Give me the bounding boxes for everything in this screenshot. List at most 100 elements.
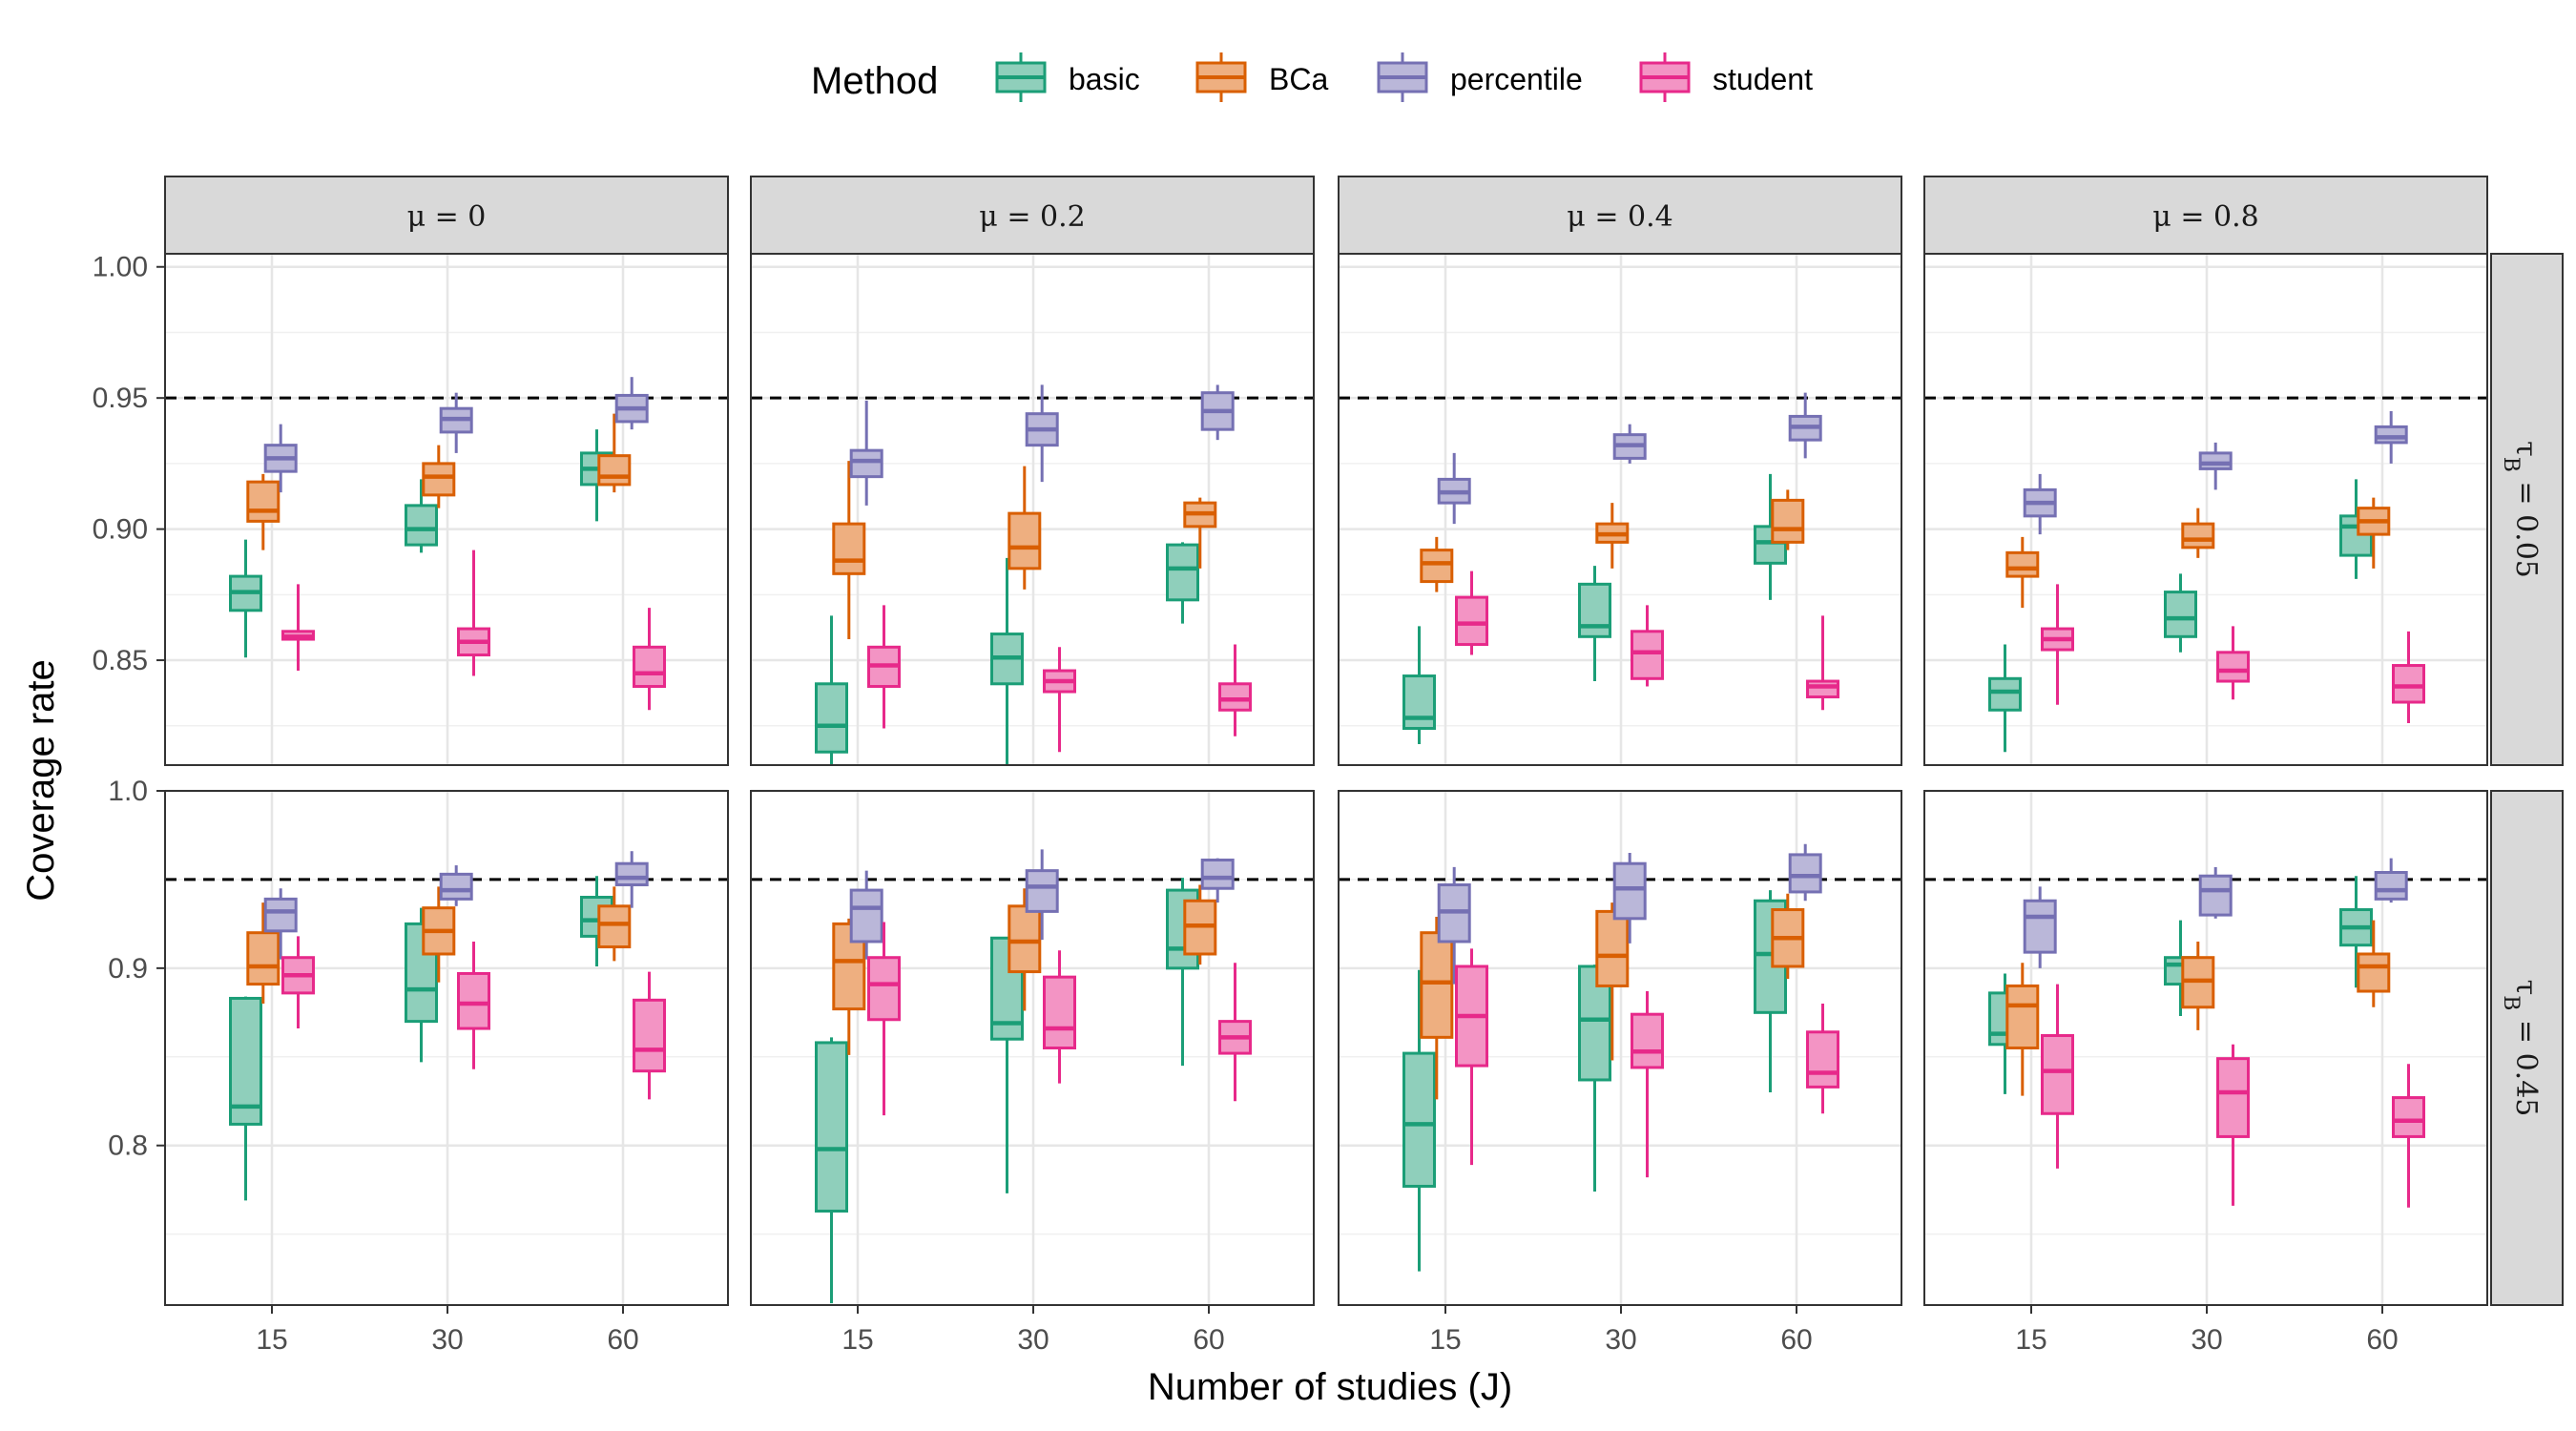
box-body [1008, 904, 1042, 974]
legend: Method basic BCa percentile student [811, 52, 1813, 102]
facet-panel: 15 30 60 [1923, 789, 2488, 1356]
box-body [246, 480, 280, 523]
facet-strip-bg [750, 176, 1315, 255]
box-percentile [2023, 886, 2057, 968]
box-body [1578, 582, 1611, 638]
box-body [1420, 931, 1454, 1039]
y-tick-label: 0.95 [93, 383, 148, 414]
box-basic [2164, 573, 2197, 653]
x-tick-label: 30 [1605, 1324, 1636, 1356]
legend-title: Method [811, 60, 938, 102]
box-percentile [263, 424, 298, 493]
box-percentile [1025, 384, 1059, 483]
box-body [1455, 595, 1488, 647]
y-tick-label: 0.85 [93, 645, 148, 676]
box-body [405, 504, 438, 547]
box-student [1218, 644, 1252, 736]
box-bca [832, 461, 866, 640]
facet-strip-label: μ = 0.8 [2152, 200, 2258, 234]
box-percentile [1612, 424, 1647, 464]
box-student [457, 550, 490, 676]
box-percentile [2023, 473, 2057, 535]
box-body [2041, 1033, 2074, 1115]
facet-panel: 15 30 60 [1338, 789, 1902, 1356]
facet-strip-label: μ = 0.4 [1567, 200, 1672, 234]
box-bca [1420, 916, 1454, 1100]
box-student [2392, 1064, 2425, 1208]
facet-panel [1923, 253, 2488, 766]
box-body [2374, 425, 2408, 445]
box-basic [1988, 644, 2022, 753]
legend-item-student: student [1639, 52, 1813, 102]
box-body [1612, 861, 1647, 921]
facet-panel [164, 253, 729, 766]
box-body [2164, 591, 2197, 638]
panel-border [164, 253, 729, 766]
box-bca [1595, 902, 1630, 1061]
box-body [422, 462, 456, 497]
box-percentile [1437, 452, 1471, 525]
box-percentile [849, 870, 883, 960]
box-bca [422, 445, 456, 508]
box-student [633, 608, 666, 711]
box-bca [2005, 536, 2040, 609]
box-body [1806, 679, 1839, 699]
legend-items: basic BCa percentile student [995, 52, 1813, 102]
box-percentile [439, 865, 473, 906]
box-body [597, 904, 632, 949]
box-student [2041, 584, 2074, 705]
x-tick-label: 30 [1017, 1324, 1049, 1356]
box-body [2374, 870, 2408, 901]
box-bca [1595, 503, 1630, 569]
box-student [1631, 605, 1664, 687]
box-percentile [439, 392, 473, 453]
box-student [1806, 615, 1839, 711]
box-body [815, 1041, 848, 1213]
box-percentile [614, 377, 649, 430]
box-percentile [849, 400, 883, 506]
box-body [1788, 853, 1822, 894]
box-student [2216, 1044, 2250, 1206]
box-body [2392, 664, 2425, 704]
box-bca [597, 886, 632, 962]
box-basic [1166, 542, 1199, 624]
box-basic [2339, 876, 2373, 988]
box-body [1218, 682, 1252, 712]
facet-panel [750, 253, 1315, 766]
box-percentile [1788, 843, 1822, 902]
legend-label-basic: basic [1069, 62, 1140, 96]
box-body [1988, 676, 2022, 712]
box-student [1455, 948, 1488, 1166]
x-tick-label: 15 [2015, 1324, 2046, 1356]
facet-grid: μ = 0 μ = 0.2 μ = 0.4 μ = 0.8 τB = 0.05 0.85 0… [93, 176, 2564, 1356]
legend-item-percentile: percentile [1377, 52, 1583, 102]
box-student [1043, 950, 1076, 1084]
box-body [2198, 874, 2233, 917]
facet-strip-label: μ = 0.2 [979, 200, 1085, 234]
box-student [281, 584, 315, 672]
facet-strip-bg [164, 176, 729, 255]
box-body [2181, 522, 2215, 550]
x-tick-label: 15 [256, 1324, 287, 1356]
x-axis-title: Number of studies (J) [1148, 1366, 1512, 1408]
box-body [2023, 899, 2057, 954]
box-bca [1771, 489, 1805, 550]
box-body [832, 522, 866, 575]
legend-item-basic: basic [995, 52, 1140, 102]
box-bca [2181, 508, 2215, 558]
box-student [457, 941, 490, 1069]
box-body [457, 971, 490, 1030]
box-body [867, 956, 901, 1022]
box-body [2005, 550, 2040, 578]
y-axis-title: Coverage rate [20, 659, 62, 901]
facet-strip-col: μ = 0.4 [1338, 176, 1902, 255]
legend-label-bca: BCa [1269, 62, 1328, 96]
x-tick-label: 60 [607, 1324, 638, 1356]
box-bca [597, 413, 632, 493]
facet-panel [1338, 253, 1902, 766]
box-percentile [1200, 384, 1235, 441]
legend-label-percentile: percentile [1450, 62, 1583, 96]
box-body [1402, 674, 1436, 731]
box-basic [990, 557, 1024, 765]
